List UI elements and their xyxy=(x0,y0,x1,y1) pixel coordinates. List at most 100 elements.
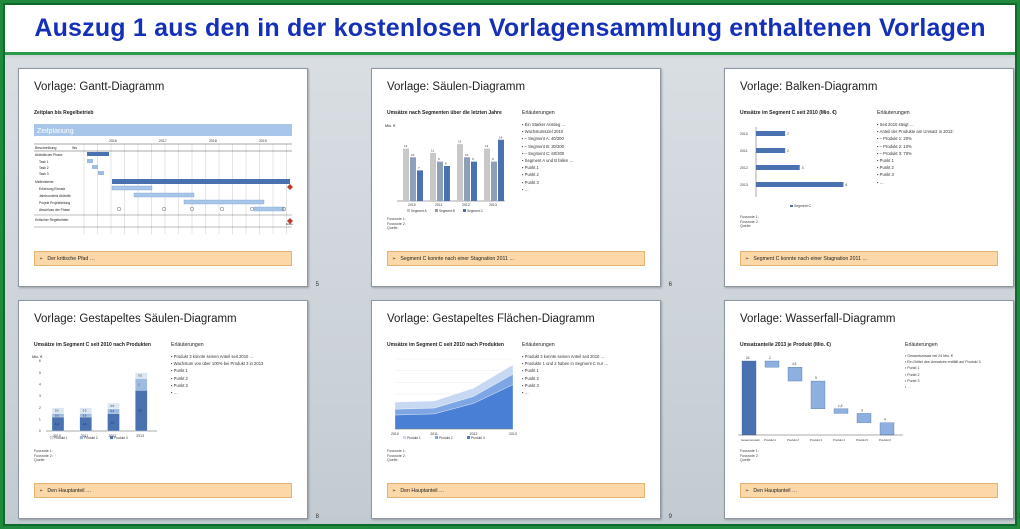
notes-heading: Erläuterungen xyxy=(522,342,555,348)
slide-grid: Vorlage: Gantt-Diagramm Zeitplan bis Reg… xyxy=(5,58,1020,524)
note-item: Punkt 3 xyxy=(171,382,263,389)
footer-text: Der kritische Pfad … xyxy=(47,255,95,262)
gantt-banner: Zeitplanung xyxy=(37,128,74,135)
bar xyxy=(410,157,416,201)
slide-saeulen[interactable]: Vorlage: Säulen-Diagramm Umsätze nach Se… xyxy=(371,68,672,288)
slide-wasserfall[interactable]: Vorlage: Wasserfall-Diagramm Umsatzantei… xyxy=(724,300,1020,520)
note-item: – Segment B: 30/300 xyxy=(522,143,574,150)
x-tick-label: 2010 xyxy=(53,434,61,438)
gantt-row-label: Task 2 xyxy=(39,166,49,170)
footer-text: Den Hauptanteil … xyxy=(753,487,798,494)
note-item: Produkte 1 und 2 haben in Segment C nur … xyxy=(522,360,609,367)
legend-swatch xyxy=(435,436,438,439)
gantt-milestone xyxy=(189,206,195,212)
note-item: Wachstum von über 100% bei Produkt 3 in … xyxy=(171,360,264,367)
legend-label: Produkt 3 xyxy=(114,436,128,440)
data-label: 24 xyxy=(746,356,750,360)
x-tick-label: Produkt 1 xyxy=(764,438,776,442)
gantt-row-label: Projekt Projektteilung xyxy=(39,201,70,205)
legend-label: Produkt 2 xyxy=(84,436,98,440)
bar xyxy=(471,161,477,201)
data-label: 0.5 xyxy=(111,404,115,408)
note-item: Segment A und B fallen … xyxy=(522,157,574,164)
slide-title: Vorlage: Gestapeltes Säulen-Diagramm xyxy=(34,313,237,325)
legend-swatch xyxy=(109,435,114,440)
bar xyxy=(484,148,490,201)
bar xyxy=(403,148,409,201)
notes-heading: Erläuterungen xyxy=(171,342,204,348)
x-tick-label: 2011 xyxy=(435,203,443,207)
legend-label: Produkt 1 xyxy=(407,436,421,440)
footer-text: Den Hauptanteil … xyxy=(47,487,92,494)
gantt-bar xyxy=(112,179,290,184)
y-tick-label: 2 xyxy=(39,406,41,410)
page-frame: Auszug 1 aus den in der kostenlosen Vorl… xyxy=(3,3,1020,526)
data-label: 2 xyxy=(787,132,789,136)
page-title: Auszug 1 aus den in der kostenlosen Vorl… xyxy=(34,14,986,42)
note-item: Punkt 1 xyxy=(905,365,981,371)
gantt-bar xyxy=(92,165,98,169)
data-label: 1.2 xyxy=(83,422,87,426)
arrow-right-icon: ➢ xyxy=(39,487,44,494)
data-label: 3 xyxy=(861,408,863,412)
gantt-col-head: Beschreibung xyxy=(35,146,56,150)
slide-title: Vorlage: Gantt-Diagramm xyxy=(34,81,165,93)
bar xyxy=(764,360,780,368)
y-tick-label: 2013 xyxy=(740,183,748,187)
data-label: 8 xyxy=(445,162,447,166)
arrow-right-icon: ➢ xyxy=(392,255,397,262)
slide-subtitle: Umsätze im Segment C seit 2010 nach Prod… xyxy=(387,342,504,348)
legend-label: Produkt 3 xyxy=(471,436,485,440)
x-tick-label: Produkt 2 xyxy=(787,438,799,442)
note-item: Punkt 2 xyxy=(877,164,954,171)
note-item: … xyxy=(171,389,263,396)
note-item: Gesamtumsatz bei 24 Mio. € xyxy=(905,353,981,359)
footnotes: Fussnote 1: Fussnote 2: Quelle: xyxy=(34,449,53,463)
page-number: 9 xyxy=(668,514,672,520)
chart-saeulen: Mio. €1210720101198201113109201212914201… xyxy=(385,124,505,213)
slide-gestapelte-saeulen[interactable]: Vorlage: Gestapeltes Säulen-Diagramm Ums… xyxy=(18,300,319,520)
data-label: 10 xyxy=(465,153,469,157)
gantt-milestone xyxy=(219,206,225,212)
data-label: 0.3 xyxy=(83,413,87,417)
slide-balken[interactable]: Vorlage: Balken-Diagramm Umsätze im Segm… xyxy=(724,68,1014,287)
x-tick-label: 2012 xyxy=(470,432,478,436)
note-item: Punkt 3 xyxy=(522,179,574,186)
notes-heading: Erläuterungen xyxy=(877,110,910,116)
legend-label: Segment C xyxy=(467,209,484,213)
note-item: Ein Drittel des Umsatzes entfällt auf Pr… xyxy=(905,359,980,365)
bar xyxy=(491,161,497,201)
data-label: 0.5 xyxy=(55,409,59,413)
gantt-milestone xyxy=(161,206,167,212)
bar xyxy=(756,131,786,136)
y-tick-label: 4 xyxy=(39,383,41,387)
y-tick-label: 6 xyxy=(39,359,41,363)
gantt-row-label: Task 3 xyxy=(39,172,49,176)
gantt-bar xyxy=(183,199,265,205)
bar xyxy=(787,367,803,382)
area-series xyxy=(394,364,514,410)
note-item: Punkt 1 xyxy=(877,157,954,164)
arrow-right-icon: ➢ xyxy=(745,487,750,494)
note-item: Produkt 3 konnte seinen Anteil seit 2010… xyxy=(522,353,608,360)
gantt-row-label: Jahrhunderts Aktivität xyxy=(39,194,71,198)
x-tick-label: 2010 xyxy=(391,432,399,436)
note-item: Punkt 3 xyxy=(877,171,954,178)
note-item: Punkt 1 xyxy=(522,164,574,171)
chart-balken: 2010 2 2011 2 2012 3 2013 6 Segment C xyxy=(740,127,847,208)
page-number: 6 xyxy=(668,282,672,288)
slide-gantt[interactable]: Vorlage: Gantt-Diagramm Zeitplan bis Reg… xyxy=(18,68,319,288)
slide-subtitle: Umsätze im Segment C seit 2010 nach Prod… xyxy=(34,342,151,348)
gantt-row-label: Erfahrung Einsatz xyxy=(39,187,66,191)
footnotes: Fussnote 1: Fussnote 2: Quelle: xyxy=(740,449,759,463)
page-number: 5 xyxy=(315,282,319,288)
chart-wasserfall: 24 Gesamtumsatz 2 Produkt 1 4,5 Produkt 2 9 Pro… xyxy=(738,356,903,442)
note-item: … xyxy=(522,389,608,396)
data-label: 9 xyxy=(438,157,440,161)
slide-gestapelte-flaechen[interactable]: Vorlage: Gestapeltes Flächen-Diagramm Um… xyxy=(371,300,672,520)
legend-swatch xyxy=(403,436,406,439)
x-tick-label: 2011 xyxy=(81,434,89,438)
data-label: 3.5 xyxy=(138,409,142,413)
note-item: Punkt 1 xyxy=(522,367,608,374)
data-label: 9 xyxy=(492,157,494,161)
